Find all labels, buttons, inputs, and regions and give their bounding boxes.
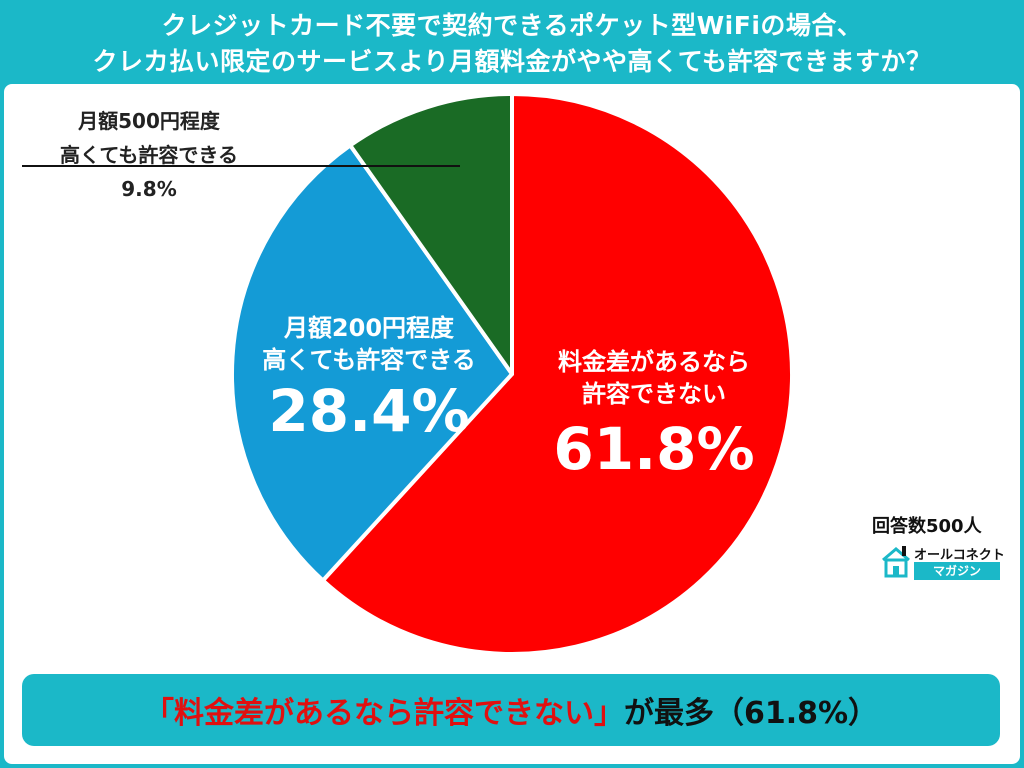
slice-value: 9.8% bbox=[121, 177, 177, 201]
house-icon bbox=[882, 546, 910, 578]
pie-slice-not-acceptable bbox=[320, 92, 794, 656]
leader-line bbox=[22, 165, 460, 167]
slice-value: 28.4% bbox=[268, 377, 470, 445]
slice-label-line1: 月額500円程度 bbox=[78, 109, 220, 133]
pie-slice-500yen bbox=[348, 92, 514, 376]
respondent-count: 回答数500人 bbox=[872, 516, 982, 537]
slice-label-not-acceptable: 料金差があるなら 許容できない 61.8% bbox=[524, 346, 784, 482]
pie-chart bbox=[230, 92, 794, 656]
summary-rest: が最多（61.8%） bbox=[623, 696, 879, 731]
chart-title-line-2: クレカ払い限定のサービスより月額料金がやや高くても許容できますか？ bbox=[92, 47, 932, 76]
slice-label-line1: 月額200円程度 bbox=[283, 314, 455, 342]
chart-title-line-1: クレジットカード不要で契約できるポケット型WiFiの場合、 bbox=[161, 11, 863, 40]
slice-label-line1: 料金差があるなら bbox=[558, 348, 750, 376]
logo-text-top: オールコネクト bbox=[914, 548, 1005, 563]
pie-slice-200yen bbox=[230, 143, 514, 583]
summary-text: 「料金差があるなら許容できない」が最多（61.8%） bbox=[144, 688, 878, 732]
slice-value: 61.8% bbox=[553, 415, 755, 483]
slice-label-line2: 高くても許容できる bbox=[262, 346, 476, 374]
slice-label-200yen: 月額200円程度 高くても許容できる 28.4% bbox=[234, 312, 504, 444]
chart-panel: 料金差があるなら 許容できない 61.8% 月額200円程度 高くても許容できる… bbox=[4, 84, 1020, 764]
slice-label-line2: 許容できない bbox=[582, 380, 726, 408]
summary-highlight: 「料金差があるなら許容できない」 bbox=[143, 696, 624, 731]
slice-label-500yen: 月額500円程度 高くても許容できる 9.8% bbox=[44, 104, 254, 206]
slice-label-line2: 高くても許容できる bbox=[60, 143, 238, 167]
summary-banner: 「料金差があるなら許容できない」が最多（61.8%） bbox=[22, 674, 1000, 746]
logo-text-bottom: マガジン bbox=[914, 562, 1000, 580]
brand-logo: オールコネクト マガジン bbox=[878, 542, 1008, 582]
